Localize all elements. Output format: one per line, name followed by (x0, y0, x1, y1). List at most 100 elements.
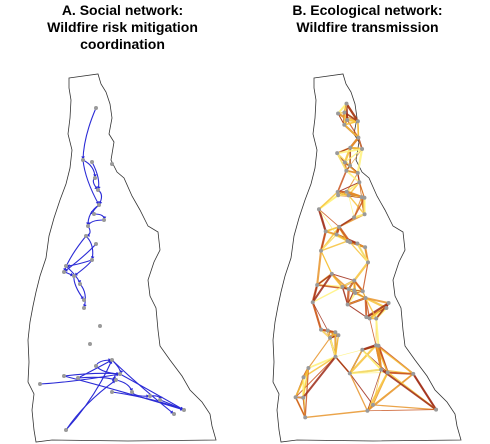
transmission-edge (375, 302, 390, 320)
network-node (348, 163, 353, 168)
network-node (337, 224, 342, 229)
transmission-edge (316, 250, 323, 286)
network-node (344, 189, 349, 194)
network-node (362, 195, 367, 200)
network-node (72, 274, 76, 278)
coordination-edge (39, 373, 121, 385)
transmission-edge (364, 297, 377, 319)
network-node (336, 193, 341, 198)
network-node (340, 284, 345, 289)
network-node (306, 366, 311, 371)
network-node (364, 315, 369, 320)
transmission-edge (336, 170, 348, 193)
network-node (303, 415, 308, 420)
social-network-map (27, 73, 217, 443)
transmission-edge (295, 356, 336, 398)
transmission-edge (318, 208, 337, 235)
transmission-edge (361, 349, 382, 371)
network-node (94, 106, 98, 110)
network-node (362, 212, 367, 217)
panel-a-title: A. Social network: Wildfire risk mitigat… (0, 2, 245, 53)
transmission-edge (343, 124, 360, 139)
transmission-edge (320, 329, 331, 339)
network-node (114, 378, 118, 382)
transmission-edge (341, 286, 349, 305)
network-node (333, 330, 338, 335)
transmission-edge (320, 250, 333, 275)
transmission-edge (348, 194, 366, 215)
transmission-edge (372, 404, 437, 411)
network-node (345, 302, 350, 307)
network-node (355, 171, 360, 176)
network-node (342, 160, 347, 165)
network-node (345, 117, 350, 122)
panel-a-title-line2: Wildfire risk mitigation (47, 19, 198, 35)
coordination-nodes (38, 106, 186, 432)
transmission-edge (412, 373, 437, 411)
network-node (310, 300, 315, 305)
transmission-edge (320, 234, 337, 252)
coordination-edge (82, 107, 97, 161)
transmission-edge (380, 368, 437, 411)
transmission-edge (349, 373, 369, 412)
transmission-edge (316, 273, 333, 286)
coordination-edge (63, 375, 185, 411)
panel-social-network: A. Social network: Wildfire risk mitigat… (0, 2, 245, 443)
transmission-edge (302, 356, 337, 399)
transmission-edge (347, 297, 366, 306)
network-node (360, 347, 365, 352)
ecological-network-map (272, 73, 462, 443)
network-node (315, 282, 320, 287)
network-node (88, 342, 92, 346)
transmission-edge (365, 297, 389, 305)
transmission-edge (348, 344, 377, 375)
coordination-edge (77, 359, 113, 379)
network-node (355, 241, 360, 246)
transmission-edge (348, 195, 355, 218)
transmission-edge (336, 152, 351, 167)
network-node (301, 395, 306, 400)
network-node (333, 354, 338, 359)
network-node (81, 158, 85, 162)
network-node (172, 412, 176, 416)
transmission-nodes (293, 101, 439, 420)
transmission-edge (359, 182, 362, 198)
network-node (386, 301, 391, 306)
network-node (148, 394, 152, 398)
transmission-edge (375, 318, 380, 346)
transmission-edge (302, 367, 309, 398)
transmission-edge (335, 349, 363, 358)
network-node (319, 248, 324, 253)
network-node (352, 278, 357, 283)
network-node (82, 306, 86, 310)
network-node (346, 287, 351, 292)
transmission-edge (325, 226, 340, 232)
transmission-edge (302, 397, 306, 418)
coordination-edge (111, 359, 175, 415)
transmission-edge (353, 261, 369, 282)
region-outline (27, 73, 217, 443)
transmission-edge (346, 172, 359, 193)
transmission-edge (318, 208, 340, 228)
network-node (336, 333, 341, 338)
transmission-edge (347, 304, 367, 318)
transmission-edge (311, 301, 323, 330)
network-node (434, 407, 439, 412)
network-node (379, 367, 384, 372)
transmission-edge (343, 103, 347, 125)
transmission-edge (336, 152, 348, 172)
network-node (411, 371, 416, 376)
network-node (352, 215, 357, 220)
network-node (82, 298, 86, 302)
transmission-edge (336, 148, 363, 155)
panel-b-title: B. Ecological network: Wildfire transmis… (245, 2, 490, 36)
network-node (347, 371, 352, 376)
network-node (84, 234, 88, 238)
panel-b-title-line1: B. Ecological network: (292, 2, 443, 18)
network-node (96, 188, 100, 192)
transmission-edge (375, 345, 383, 370)
transmission-edge (312, 302, 329, 331)
transmission-edge (365, 302, 390, 318)
network-node (336, 111, 341, 116)
transmission-edge (346, 289, 350, 305)
